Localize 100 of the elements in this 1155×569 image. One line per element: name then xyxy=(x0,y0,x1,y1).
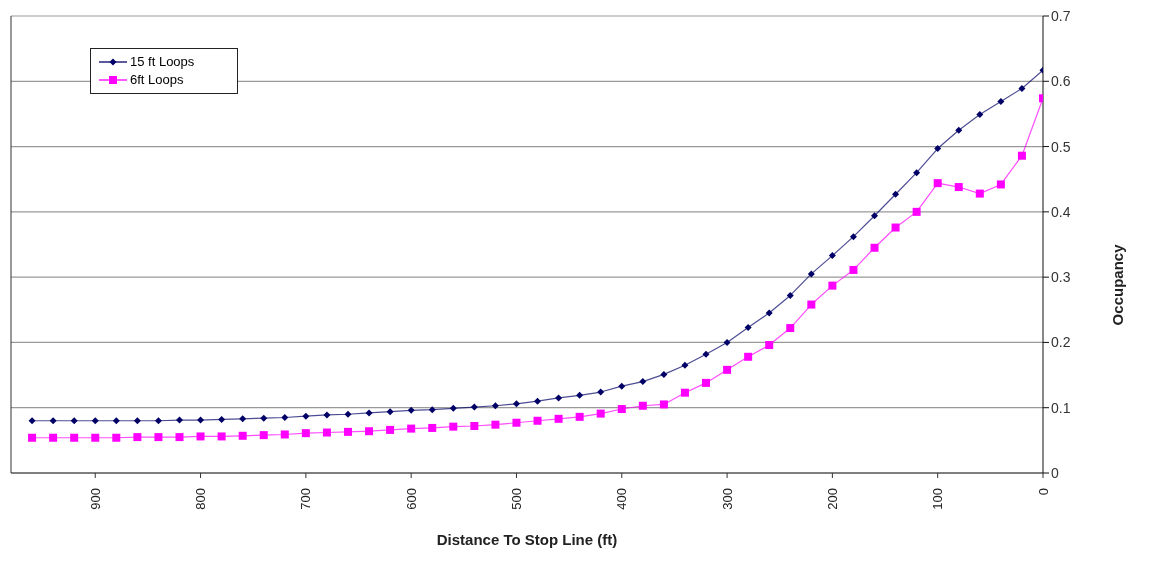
point xyxy=(933,179,942,188)
point xyxy=(343,427,352,436)
point xyxy=(975,189,984,198)
point xyxy=(322,428,331,437)
point xyxy=(597,388,605,396)
point xyxy=(133,417,141,425)
point xyxy=(280,430,289,439)
point xyxy=(112,417,120,425)
point xyxy=(554,414,563,423)
point xyxy=(786,324,795,333)
point xyxy=(765,309,773,317)
point xyxy=(386,425,395,434)
point xyxy=(218,415,226,423)
point xyxy=(807,270,815,278)
y-tick-label: 0.4 xyxy=(1051,203,1071,220)
y-tick-label: 0.1 xyxy=(1051,399,1071,416)
point xyxy=(449,422,458,431)
point xyxy=(892,190,900,198)
point xyxy=(934,145,942,153)
point xyxy=(660,370,668,378)
point xyxy=(112,433,121,442)
point xyxy=(576,391,584,399)
point xyxy=(575,412,584,421)
point xyxy=(618,382,626,390)
point xyxy=(28,417,36,425)
x-tick-label: 600 xyxy=(403,488,419,510)
x-tick-label: 700 xyxy=(298,488,314,510)
point xyxy=(133,433,142,442)
point xyxy=(723,338,731,346)
point xyxy=(259,431,268,440)
point xyxy=(70,433,79,442)
x-tick-label: 200 xyxy=(824,488,840,510)
point xyxy=(828,281,837,290)
point xyxy=(365,427,374,436)
x-tick-label: 100 xyxy=(930,488,946,510)
point xyxy=(154,417,162,425)
point xyxy=(1017,151,1026,160)
point xyxy=(849,233,857,241)
point xyxy=(428,406,436,414)
point xyxy=(913,169,921,177)
point xyxy=(912,207,921,216)
point xyxy=(91,433,100,442)
y-axis-title: Occupancy xyxy=(1109,243,1127,326)
y-tick-label: 0.7 xyxy=(1051,7,1071,24)
point xyxy=(449,404,457,412)
point xyxy=(638,401,647,410)
point xyxy=(239,415,247,423)
point xyxy=(281,414,289,422)
point xyxy=(49,417,57,425)
y-tick-label: 0.3 xyxy=(1051,269,1071,286)
y-tick-label: 0 xyxy=(1051,464,1059,481)
point xyxy=(702,350,710,358)
point xyxy=(91,417,99,425)
point xyxy=(871,212,879,220)
point xyxy=(175,416,183,424)
point xyxy=(765,341,774,350)
point xyxy=(555,394,563,402)
point xyxy=(807,300,816,309)
point xyxy=(386,408,394,416)
point xyxy=(302,412,310,420)
legend-label: 6ft Loops xyxy=(130,71,184,89)
point xyxy=(512,418,521,427)
point xyxy=(196,432,205,441)
point xyxy=(976,111,984,119)
point xyxy=(470,403,478,411)
point xyxy=(680,388,689,397)
point xyxy=(681,361,689,369)
x-axis-title: Distance To Stop Line (ft) xyxy=(436,531,618,548)
point xyxy=(870,243,879,252)
point xyxy=(301,429,310,438)
point xyxy=(470,421,479,430)
x-tick-label: 900 xyxy=(87,488,103,510)
point xyxy=(365,409,373,417)
point xyxy=(491,420,500,429)
point xyxy=(154,433,163,442)
legend-label: 15 ft Loops xyxy=(130,53,195,71)
point xyxy=(723,365,732,374)
point xyxy=(849,265,858,274)
point xyxy=(238,431,247,440)
point xyxy=(323,411,331,419)
point xyxy=(955,126,963,134)
point xyxy=(744,323,752,331)
point xyxy=(407,424,416,433)
point xyxy=(533,416,542,425)
point xyxy=(407,406,415,414)
point xyxy=(217,432,226,441)
point xyxy=(428,423,437,432)
point xyxy=(702,378,711,387)
point xyxy=(996,180,1005,189)
point xyxy=(954,183,963,192)
point xyxy=(659,400,668,409)
point xyxy=(197,416,205,424)
point xyxy=(596,409,605,418)
x-tick-label: 300 xyxy=(719,488,735,510)
point xyxy=(344,410,352,418)
point xyxy=(491,402,499,410)
point xyxy=(639,378,647,386)
y-tick-label: 0.5 xyxy=(1051,138,1071,155)
point xyxy=(512,400,520,408)
point xyxy=(891,223,900,232)
